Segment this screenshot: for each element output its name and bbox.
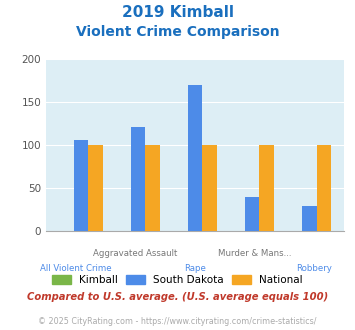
Text: All Violent Crime: All Violent Crime: [40, 264, 112, 273]
Text: Robbery: Robbery: [296, 264, 333, 273]
Text: 2019 Kimball: 2019 Kimball: [121, 5, 234, 20]
Bar: [302, 206, 317, 231]
Text: Rape: Rape: [184, 264, 206, 273]
Bar: [260, 145, 274, 231]
Bar: [145, 145, 160, 231]
Text: © 2025 CityRating.com - https://www.cityrating.com/crime-statistics/: © 2025 CityRating.com - https://www.city…: [38, 317, 317, 326]
Text: Compared to U.S. average. (U.S. average equals 100): Compared to U.S. average. (U.S. average …: [27, 292, 328, 302]
Text: Murder & Mans...: Murder & Mans...: [218, 249, 292, 258]
Bar: [188, 85, 202, 231]
Bar: [88, 145, 103, 231]
Bar: [131, 127, 145, 231]
Text: Violent Crime Comparison: Violent Crime Comparison: [76, 25, 279, 39]
Bar: [74, 140, 88, 231]
Text: Aggravated Assault: Aggravated Assault: [93, 249, 178, 258]
Legend: Kimball, South Dakota, National: Kimball, South Dakota, National: [48, 271, 307, 289]
Bar: [202, 145, 217, 231]
Bar: [317, 145, 331, 231]
Bar: [245, 197, 260, 231]
